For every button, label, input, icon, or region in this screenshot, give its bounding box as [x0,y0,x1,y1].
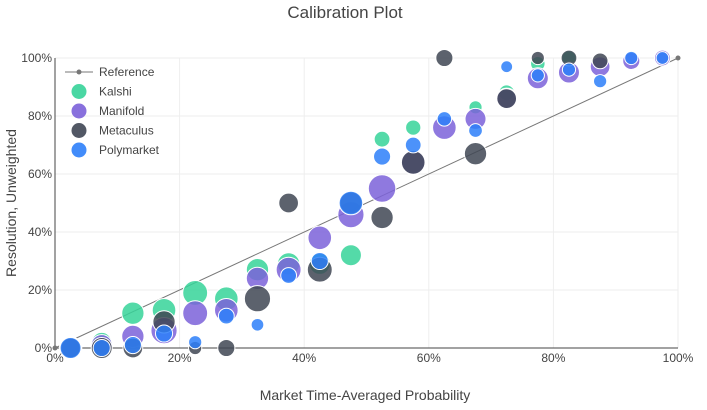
legend-label: Metaculus [99,124,154,138]
legend-item-reference[interactable]: Reference [65,65,155,79]
point-metaculus[interactable] [278,192,299,214]
legend-marker [71,123,87,138]
point-metaculus[interactable] [435,48,454,68]
legend-label: Manifold [99,104,144,118]
chart-title: Calibration Plot [287,3,403,22]
point-polymarket[interactable] [500,60,514,74]
point-polymarket[interactable] [655,51,670,65]
y-tick-label: 80% [28,109,52,123]
point-polymarket[interactable] [561,62,577,77]
legend-item-kalshi[interactable]: Kalshi [71,84,132,99]
point-manifold[interactable] [307,225,333,251]
x-tick-label: 20% [168,351,192,365]
legend-item-manifold[interactable]: Manifold [71,103,145,119]
point-kalshi[interactable] [373,130,391,148]
legend-marker [71,142,87,158]
point-manifold[interactable] [367,174,397,203]
point-polymarket[interactable] [123,336,142,355]
legend-label: Reference [99,65,155,79]
y-tick-label: 40% [28,225,52,239]
legend-marker [71,84,87,99]
x-tick-label: 40% [292,351,316,365]
series-polymarket [59,50,670,359]
data-points [58,48,671,360]
y-axis-title: Resolution, Unweighted [3,129,19,277]
point-polymarket[interactable] [280,267,298,284]
axes [54,58,678,349]
legend-marker [71,103,87,119]
reference-point [52,345,58,351]
point-metaculus[interactable] [370,205,394,230]
x-axis-title: Market Time-Averaged Probability [260,387,471,403]
point-polymarket[interactable] [188,335,203,350]
legend-label: Kalshi [99,85,132,99]
x-tick-label: 80% [541,351,565,365]
legend-item-metaculus[interactable]: Metaculus [71,123,154,138]
y-tick-label: 0% [35,341,53,355]
x-tick-label: 0% [46,351,64,365]
x-tick-label: 100% [663,351,694,365]
tick-labels: 0% 20% 40% 60% 80% 100% 0% 20% 40% 60% 80% 100% [21,51,693,365]
series-manifold [58,49,671,360]
point-kalshi[interactable] [121,301,145,325]
point-metaculus[interactable] [530,50,545,66]
reference-point [675,55,681,61]
point-polymarket[interactable] [217,307,235,325]
point-polymarket[interactable] [250,317,265,332]
point-metaculus[interactable] [243,285,272,313]
point-metaculus[interactable] [463,142,488,166]
y-tick-label: 100% [21,51,52,65]
point-manifold[interactable] [182,300,209,327]
point-polymarket[interactable] [92,338,111,358]
point-metaculus[interactable] [496,88,518,109]
point-metaculus[interactable] [591,52,609,70]
reference-line-group [52,55,681,351]
point-metaculus[interactable] [400,150,426,175]
point-polymarket[interactable] [436,111,453,127]
legend-label: Polymarket [99,143,160,157]
point-polymarket[interactable] [530,68,545,83]
legend-reference-marker [76,69,82,75]
point-polymarket[interactable] [624,50,639,66]
point-polymarket[interactable] [468,123,483,138]
point-polymarket[interactable] [310,251,329,271]
point-kalshi[interactable] [405,119,422,136]
point-polymarket[interactable] [373,147,392,166]
reference-line [54,57,679,349]
point-polymarket[interactable] [338,190,364,216]
y-tick-label: 60% [28,167,52,181]
x-tick-label: 60% [417,351,441,365]
legend: Reference Kalshi Manifold Metaculus Polymark… [65,65,160,158]
point-metaculus[interactable] [217,338,236,358]
point-polymarket[interactable] [593,74,608,89]
point-polymarket[interactable] [404,136,422,154]
point-kalshi[interactable] [339,244,362,267]
legend-item-polymarket[interactable]: Polymarket [71,142,160,158]
y-tick-label: 20% [28,283,52,297]
point-polymarket[interactable] [59,337,82,359]
point-polymarket[interactable] [154,324,174,343]
